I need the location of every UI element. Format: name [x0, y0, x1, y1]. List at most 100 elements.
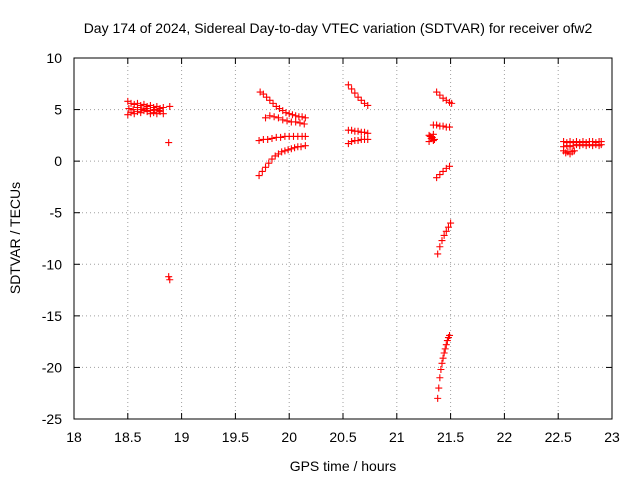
- data-point: [298, 113, 306, 121]
- data-point: [277, 133, 285, 141]
- data-point: [364, 135, 372, 143]
- data-point: [563, 142, 571, 150]
- data-point: [572, 141, 580, 149]
- data-point: [585, 141, 593, 149]
- x-tick-label: 22: [497, 429, 513, 445]
- data-point: [357, 96, 365, 104]
- data-point: [292, 112, 300, 120]
- series-arc-19.7-level: [255, 132, 309, 145]
- data-point: [301, 114, 309, 122]
- y-tick-label: 5: [54, 102, 62, 118]
- data-point: [439, 122, 447, 130]
- series-arc-20.55-low: [344, 135, 372, 148]
- data-point: [129, 106, 137, 114]
- data-point: [284, 146, 292, 154]
- data-point: [292, 118, 300, 126]
- series-arc-19.8-mid: [262, 112, 308, 128]
- data-point: [440, 231, 448, 239]
- series-arc-20.55-falling: [344, 81, 372, 109]
- data-point: [288, 111, 296, 119]
- series-arc-19.7-upper: [256, 88, 309, 122]
- y-tick-label: -25: [42, 411, 62, 427]
- data-point: [266, 96, 274, 104]
- data-point: [582, 142, 590, 150]
- data-point: [351, 89, 359, 97]
- x-tick-label: 23: [604, 429, 620, 445]
- data-point: [278, 148, 286, 156]
- data-point: [430, 135, 438, 143]
- data-point: [285, 110, 293, 118]
- series-outlier-18.9-c: [165, 273, 174, 284]
- x-tick-label: 20.5: [329, 429, 356, 445]
- data-point: [579, 141, 587, 149]
- data-point: [258, 167, 266, 175]
- data-point: [442, 227, 450, 235]
- series-cluster-22.5-band2: [560, 141, 605, 151]
- series-cluster-22.5-band3: [560, 147, 578, 158]
- data-point: [429, 130, 437, 138]
- y-tick-label: 0: [54, 153, 62, 169]
- data-point: [142, 105, 150, 113]
- y-tick-label: -15: [42, 308, 62, 324]
- data-point: [300, 120, 308, 128]
- series-arc-21.3-cluster: [425, 130, 438, 146]
- data-point: [166, 102, 174, 110]
- data-point: [438, 359, 446, 367]
- data-point: [268, 155, 276, 163]
- data-point: [138, 106, 146, 114]
- series-arc-21.4-neg: [433, 162, 454, 182]
- data-point: [259, 90, 267, 98]
- data-point: [570, 147, 578, 155]
- y-tick-label: -10: [42, 256, 62, 272]
- data-point: [439, 167, 447, 175]
- y-axis-label: SDTVAR / TECUs: [7, 182, 23, 294]
- data-point: [443, 337, 451, 345]
- data-point: [301, 132, 309, 140]
- x-tick-label: 18: [66, 429, 82, 445]
- x-tick-label: 21.5: [437, 429, 464, 445]
- chart-title: Day 174 of 2024, Sidereal Day-to-day VTE…: [84, 20, 593, 36]
- data-point: [433, 88, 441, 96]
- x-tick-label: 18.5: [114, 429, 141, 445]
- data-point: [255, 137, 263, 145]
- data-point: [344, 81, 352, 89]
- data-points: [124, 81, 605, 402]
- grid-lines: [74, 58, 612, 419]
- data-point: [151, 106, 159, 114]
- data-point: [130, 100, 138, 108]
- x-tick-label: 20: [281, 429, 297, 445]
- series-cluster-18.5-band2: [124, 107, 167, 119]
- data-point: [361, 128, 369, 136]
- data-point: [436, 91, 444, 99]
- data-point: [446, 123, 454, 131]
- data-point: [262, 163, 270, 171]
- series-cluster-18.5-band3: [125, 104, 163, 115]
- data-point: [446, 331, 454, 339]
- data-point: [266, 112, 274, 120]
- data-point: [441, 345, 449, 353]
- x-tick-label: 19: [174, 429, 190, 445]
- data-point: [425, 138, 433, 146]
- data-point: [262, 114, 270, 122]
- data-point: [589, 142, 597, 150]
- data-point: [354, 93, 362, 101]
- data-point: [268, 134, 276, 142]
- data-point: [291, 144, 299, 152]
- data-point: [576, 142, 584, 150]
- data-point: [274, 114, 282, 122]
- data-point: [447, 219, 455, 227]
- data-point: [281, 147, 289, 155]
- plot-frame: [73, 57, 613, 420]
- data-point: [146, 107, 154, 115]
- data-point: [436, 171, 444, 179]
- data-point: [287, 145, 295, 153]
- data-point: [435, 384, 443, 392]
- y-tick-label: -20: [42, 359, 62, 375]
- data-point: [159, 110, 167, 118]
- data-point: [446, 162, 454, 170]
- data-point: [348, 85, 356, 93]
- data-point: [255, 172, 263, 180]
- data-point: [354, 127, 362, 135]
- data-point: [436, 243, 444, 251]
